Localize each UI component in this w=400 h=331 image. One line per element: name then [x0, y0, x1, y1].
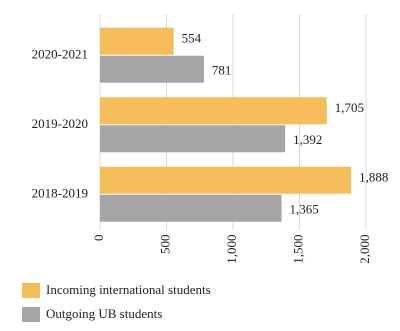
legend-label: Incoming international students: [46, 282, 211, 297]
x-tick-label: 2,000: [357, 235, 372, 264]
bar: [100, 97, 327, 125]
value-label: 1,888: [359, 170, 388, 185]
value-label: 781: [212, 63, 232, 78]
legend-label: Outgoing UB students: [46, 306, 162, 321]
legend-swatch: [22, 283, 40, 298]
bar: [100, 125, 286, 153]
y-tick-label: 2020-2021: [32, 47, 88, 62]
bar: [100, 27, 174, 55]
x-tick-label: 1,500: [290, 235, 305, 264]
legend-swatch: [22, 307, 40, 322]
x-tick-label: 1,000: [224, 235, 239, 264]
value-label: 1,365: [290, 202, 319, 217]
x-tick-label: 500: [157, 235, 172, 255]
bar: [100, 55, 204, 83]
value-label: 1,705: [335, 100, 364, 115]
bar: [100, 166, 352, 194]
value-label: 1,392: [293, 132, 322, 147]
bar: [100, 194, 282, 222]
y-tick-label: 2018-2019: [32, 186, 88, 201]
value-label: 554: [182, 31, 202, 46]
y-tick-label: 2019-2020: [32, 116, 88, 131]
x-tick-label: 0: [91, 235, 106, 242]
